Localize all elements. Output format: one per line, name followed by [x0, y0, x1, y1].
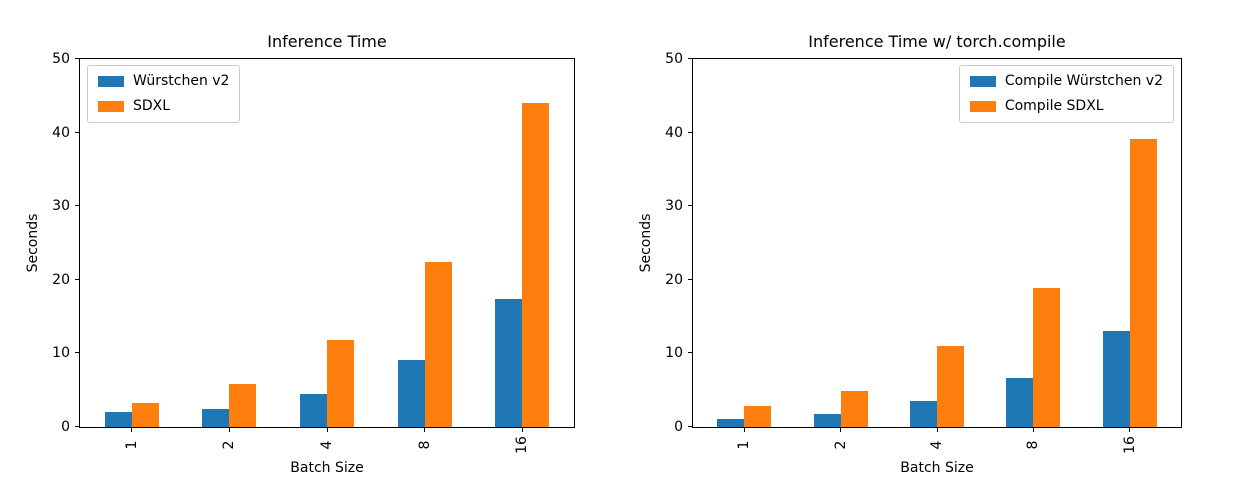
legend-label: SDXL	[133, 97, 171, 114]
y-tick-mark	[688, 131, 693, 133]
legend-swatch	[98, 75, 124, 87]
bar-compile-wurstchen-v2-batch-4	[910, 401, 937, 427]
bar-compile-wurstchen-v2-batch-16	[1102, 331, 1130, 427]
x-tick-label: 16	[514, 436, 531, 454]
legend-swatch	[98, 100, 124, 112]
bar-compile-sdxl-batch-8	[1033, 287, 1061, 427]
bar-sdxl-batch-2	[229, 384, 257, 427]
y-tick-label: 10	[665, 345, 683, 362]
y-axis-label: Seconds	[638, 213, 654, 273]
bar-sdxl-batch-1	[131, 402, 159, 427]
legend: Würstchen v2 SDXL	[87, 65, 241, 123]
legend-swatch	[969, 75, 996, 87]
bar-compile-sdxl-batch-4	[937, 346, 964, 427]
y-tick-label: 40	[52, 124, 70, 141]
x-tick-mark	[1129, 427, 1131, 432]
bar-sdxl-batch-16	[522, 103, 550, 427]
legend-label: Compile SDXL	[1004, 97, 1104, 114]
x-tick-mark	[424, 427, 426, 432]
x-tick-mark	[131, 427, 133, 432]
subplot-inference-time-compile: Inference Time w/ torch.compile Seconds …	[638, 33, 1182, 475]
bar-compile-sdxl-batch-16	[1129, 139, 1157, 427]
legend-item-compile-sdxl: Compile SDXL	[969, 97, 1163, 115]
x-axis-label: Batch Size	[290, 460, 364, 476]
legend-label: Würstchen v2	[133, 73, 230, 89]
y-tick-label: 30	[52, 198, 70, 215]
subplot-inference-time: Inference Time Seconds 0 10 20 30 40 50 1 2 4 8 16…	[25, 33, 575, 475]
bar-compile-sdxl-batch-2	[840, 390, 868, 427]
x-tick-label: 2	[221, 440, 238, 450]
y-tick-label: 10	[52, 345, 70, 362]
y-tick-mark	[688, 352, 693, 354]
x-tick-label: 4	[929, 440, 945, 450]
plot-area: 0 10 20 30 40 50 1 2 4 8 16 Compile Würstchen v2 Com…	[665, 52, 1182, 454]
bar-wurstchen-v2-batch-2	[202, 409, 230, 427]
bar-wurstchen-v2-batch-8	[397, 360, 425, 427]
y-tick-mark	[75, 352, 80, 354]
chart-title: Inference Time w/ torch.compile	[808, 32, 1066, 52]
x-tick-label: 1	[736, 440, 753, 450]
x-tick-mark	[1032, 427, 1034, 432]
x-axis-label: Batch Size	[900, 460, 974, 476]
x-tick-label: 1	[123, 440, 140, 450]
y-tick-label: 20	[665, 271, 683, 288]
legend-item-wurstchen-v2: Würstchen v2	[98, 73, 229, 90]
bar-wurstchen-v2-batch-16	[495, 298, 523, 427]
y-tick-label: 40	[665, 124, 683, 141]
y-tick-label: 0	[61, 419, 70, 435]
x-tick-label: 8	[416, 440, 433, 450]
x-tick-label: 16	[1121, 436, 1138, 454]
bar-compile-sdxl-batch-1	[744, 405, 772, 427]
bar-wurstchen-v2-batch-1	[104, 412, 132, 427]
bar-compile-wurstchen-v2-batch-8	[1006, 377, 1034, 427]
bar-compile-wurstchen-v2-batch-1	[717, 418, 745, 427]
plot-area: 0 10 20 30 40 50 1 2 4 8 16 Würstchen v2 SDXL	[52, 52, 575, 454]
legend-item-compile-wurstchen-v2: Compile Würstchen v2	[969, 73, 1163, 90]
bar-wurstchen-v2-batch-4	[300, 393, 327, 427]
legend: Compile Würstchen v2 Compile SDXL	[958, 65, 1174, 123]
x-tick-label: 4	[319, 440, 335, 450]
y-tick-mark	[75, 278, 80, 280]
x-tick-mark	[936, 427, 938, 432]
bar-compile-wurstchen-v2-batch-2	[813, 413, 841, 427]
y-tick-mark	[75, 58, 80, 59]
x-tick-mark	[840, 427, 842, 432]
y-tick-mark	[75, 131, 80, 133]
y-tick-label: 20	[52, 271, 70, 288]
y-tick-label: 50	[665, 51, 683, 67]
x-tick-mark	[743, 427, 745, 432]
y-tick-label: 50	[52, 51, 70, 67]
x-tick-mark	[326, 427, 328, 432]
y-tick-mark	[688, 278, 693, 280]
x-tick-label: 2	[832, 440, 849, 450]
bar-sdxl-batch-4	[327, 340, 354, 427]
legend-label: Compile Würstchen v2	[1004, 73, 1163, 89]
y-tick-mark	[75, 205, 80, 207]
y-tick-label: 30	[665, 198, 683, 215]
x-tick-mark	[521, 427, 523, 432]
x-tick-mark	[228, 427, 230, 432]
legend-swatch	[969, 100, 996, 112]
y-tick-mark	[688, 426, 693, 427]
x-tick-label: 8	[1025, 440, 1042, 450]
legend-item-sdxl: SDXL	[98, 98, 229, 115]
bar-sdxl-batch-8	[424, 262, 452, 427]
y-tick-mark	[688, 58, 693, 59]
y-axis-label: Seconds	[25, 213, 41, 273]
y-tick-mark	[688, 205, 693, 207]
y-tick-label: 0	[674, 419, 683, 435]
y-tick-mark	[75, 426, 80, 427]
chart-title: Inference Time	[267, 32, 387, 52]
